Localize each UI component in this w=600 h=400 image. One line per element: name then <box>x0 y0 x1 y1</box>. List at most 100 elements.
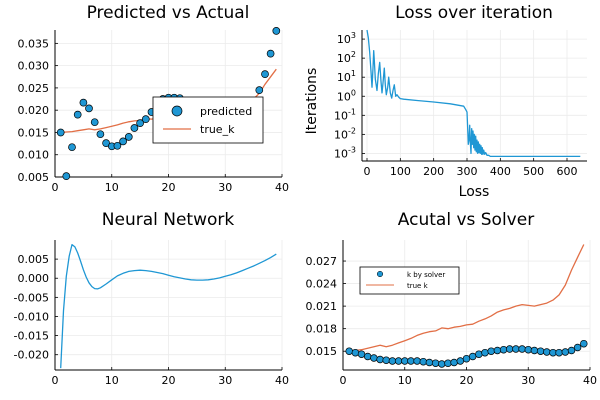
data-point <box>261 70 269 78</box>
x-tick-label: 10 <box>105 374 119 387</box>
data-point <box>407 357 415 365</box>
data-point <box>113 141 122 150</box>
y-tick-label: -0.005 <box>14 291 49 304</box>
data-point <box>487 347 495 355</box>
axes <box>54 30 283 178</box>
y-tick-label: 0.020 <box>18 104 50 117</box>
data-point <box>119 137 127 146</box>
data-point <box>363 352 372 361</box>
panel-neural-network: Neural Network 0 10 20 30 40 -0.020 -0.015 -0.0… <box>14 210 289 387</box>
data-point <box>505 345 514 353</box>
data-point <box>102 139 110 147</box>
x-tick-label: 0 <box>364 165 371 178</box>
y-tick-label: 0.024 <box>306 278 338 291</box>
legend-label-k-by-solver: k by solver <box>407 271 445 279</box>
y-tick-label: -0.020 <box>14 349 49 362</box>
grid <box>54 240 283 370</box>
data-point <box>456 357 465 365</box>
y-tick-label: 0.030 <box>18 60 50 73</box>
tick-labels: 0 10 20 30 40 -0.020 -0.015 -0.010 -0.005 0.000 0.… <box>14 253 289 387</box>
x-tick-label: 0 <box>52 181 59 194</box>
legend-label-true-k: true k <box>407 282 429 290</box>
data-point <box>376 355 384 364</box>
data-point <box>481 348 489 357</box>
panel-loss-over-iteration: Loss over iteration 0 100 200 300 400 500 600 1… <box>304 3 587 200</box>
x-tick-label: 300 <box>457 165 478 178</box>
x-tick-label: 20 <box>460 374 474 387</box>
data-point <box>141 115 150 123</box>
tick-labels: 0 10 20 30 40 0.005 0.010 0.015 0.020 0.025 0.030 0… <box>18 37 290 194</box>
panel-actual-vs-solver: Acutal vs Solver 0 10 20 30 40 0.015 0.018 0.02… <box>306 210 598 387</box>
data-point <box>431 359 440 367</box>
y-tick-label: 0.010 <box>18 149 50 162</box>
grid <box>362 30 587 161</box>
legend-box <box>152 96 264 144</box>
y-tick-label: 0.005 <box>18 171 50 184</box>
y-tick-label: 102 <box>337 50 356 65</box>
tick-labels: 0 100 200 300 400 500 600 10-3 10-2 10-1 100 101 102… <box>334 31 577 178</box>
data-point <box>56 128 65 137</box>
x-tick-label: 10 <box>398 374 412 387</box>
data-point <box>573 343 582 352</box>
data-point <box>68 143 76 152</box>
data-point <box>79 98 88 107</box>
y-tick-label: 10-2 <box>334 126 356 141</box>
x-tick-label: 20 <box>162 181 176 194</box>
data-point <box>419 357 428 366</box>
data-point <box>543 348 551 356</box>
data-point <box>462 354 471 363</box>
panel-title: Acutal vs Solver <box>398 210 534 230</box>
data-point <box>394 357 403 365</box>
data-point <box>413 357 421 365</box>
data-point <box>493 346 502 355</box>
y-tick-label: 0.015 <box>306 345 338 358</box>
data-point <box>444 359 452 367</box>
y-tick-label: 0.025 <box>18 82 50 95</box>
panel-predicted-vs-actual: Predicted vs Actual 0 10 20 30 400.0050.0100… <box>18 3 290 194</box>
y-tick-label: 0.015 <box>18 126 50 139</box>
data-point <box>382 356 390 364</box>
legend-marker-predicted <box>171 105 183 117</box>
y-tick-label: -0.015 <box>14 330 49 343</box>
axes <box>54 240 283 371</box>
data-marks <box>345 244 588 368</box>
x-tick-label: 0 <box>52 374 59 387</box>
data-point <box>425 358 434 367</box>
legend-box <box>359 266 460 295</box>
x-tick-label: 400 <box>490 165 511 178</box>
data-point <box>62 172 71 180</box>
x-tick-label: 200 <box>423 165 444 178</box>
y-tick-label: 101 <box>337 69 356 84</box>
y-tick-label: 0.027 <box>306 255 338 268</box>
axes <box>361 30 587 162</box>
y-tick-label: 0.018 <box>306 323 338 336</box>
tick-labels: 0 10 20 30 40 0.015 0.018 0.021 0.024 0.027 <box>306 255 598 387</box>
x-tick-label: 600 <box>557 165 578 178</box>
data-point <box>90 118 99 127</box>
series-line <box>60 243 277 369</box>
y-tick-label: 0.005 <box>18 253 50 266</box>
panel-title: Predicted vs Actual <box>87 3 250 23</box>
data-point <box>555 348 563 357</box>
panel-title: Loss over iteration <box>395 3 553 23</box>
x-tick-label: 40 <box>275 181 289 194</box>
data-point <box>518 345 526 353</box>
data-point <box>561 348 570 356</box>
data-point <box>272 27 281 35</box>
data-point <box>73 110 82 119</box>
series-line <box>349 244 585 352</box>
x-tick-label: 100 <box>390 165 411 178</box>
x-tick-label: 500 <box>523 165 544 178</box>
data-point <box>351 348 360 357</box>
data-point <box>499 345 508 354</box>
data-point <box>130 124 139 132</box>
data-point <box>468 352 477 361</box>
data-point <box>357 350 366 358</box>
data-point <box>124 133 133 141</box>
data-point <box>136 119 144 127</box>
y-tick-label: 10-1 <box>334 107 356 122</box>
x-tick-label: 30 <box>521 374 535 387</box>
data-point <box>85 104 93 113</box>
x-tick-label: 30 <box>218 181 232 194</box>
